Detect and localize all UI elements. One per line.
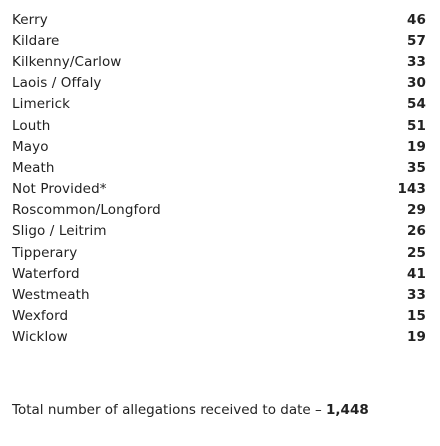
- county-name: Waterford: [12, 265, 80, 282]
- county-name: Meath: [12, 159, 55, 176]
- county-name: Mayo: [12, 138, 49, 155]
- table-row: Tipperary 25: [12, 242, 427, 263]
- allegation-count: 15: [407, 308, 426, 325]
- county-name: Westmeath: [12, 287, 90, 304]
- allegation-count: 41: [407, 265, 426, 282]
- county-name: Limerick: [12, 96, 71, 113]
- county-name: Not Provided*: [12, 181, 107, 198]
- county-name: Laois / Offaly: [12, 75, 102, 92]
- county-name: Louth: [12, 117, 51, 134]
- table-row: Not Provided* 143: [12, 179, 427, 200]
- table-row: Louth 51: [12, 115, 427, 136]
- allegation-count: 35: [407, 159, 426, 176]
- table-row: Meath 35: [12, 157, 427, 178]
- allegation-count: 54: [407, 96, 426, 113]
- allegation-count: 57: [407, 32, 426, 49]
- table-row: Laois / Offaly 30: [12, 73, 427, 94]
- table-row: Wicklow 19: [12, 327, 427, 348]
- table-row: Waterford 41: [12, 263, 427, 284]
- allegation-count: 33: [407, 287, 426, 304]
- allegation-count: 19: [407, 329, 426, 346]
- allegation-count: 51: [407, 117, 426, 134]
- allegation-count: 30: [407, 75, 426, 92]
- total-number: 1,448: [326, 402, 369, 418]
- allegation-count: 26: [407, 223, 426, 240]
- total-allegations: Total number of allegations received to …: [12, 402, 369, 418]
- total-label: Total number of allegations received to …: [12, 402, 327, 418]
- table-row: Kerry 46: [12, 9, 427, 30]
- county-name: Kildare: [12, 32, 60, 49]
- allegation-count: 25: [407, 244, 426, 261]
- table-row: Wexford 15: [12, 306, 427, 327]
- allegations-table: Kerry 46 Kildare 57 Kilkenny/Carlow 33 L…: [12, 9, 427, 348]
- table-row: Mayo 19: [12, 136, 427, 157]
- table-row: Roscommon/Longford 29: [12, 200, 427, 221]
- table-row: Sligo / Leitrim 26: [12, 221, 427, 242]
- county-name: Wicklow: [12, 329, 68, 346]
- table-row: Westmeath 33: [12, 284, 427, 305]
- county-name: Wexford: [12, 308, 69, 325]
- allegation-count: 33: [407, 53, 426, 70]
- allegation-count: 143: [397, 181, 426, 198]
- county-name: Kilkenny/Carlow: [12, 53, 122, 70]
- county-name: Roscommon/Longford: [12, 202, 161, 219]
- table-row: Kildare 57: [12, 30, 427, 51]
- allegation-count: 46: [407, 11, 426, 28]
- county-name: Tipperary: [12, 244, 78, 261]
- table-row: Kilkenny/Carlow 33: [12, 51, 427, 72]
- county-name: Sligo / Leitrim: [12, 223, 107, 240]
- table-row: Limerick 54: [12, 94, 427, 115]
- county-name: Kerry: [12, 11, 48, 28]
- allegation-count: 29: [407, 202, 426, 219]
- allegation-count: 19: [407, 138, 426, 155]
